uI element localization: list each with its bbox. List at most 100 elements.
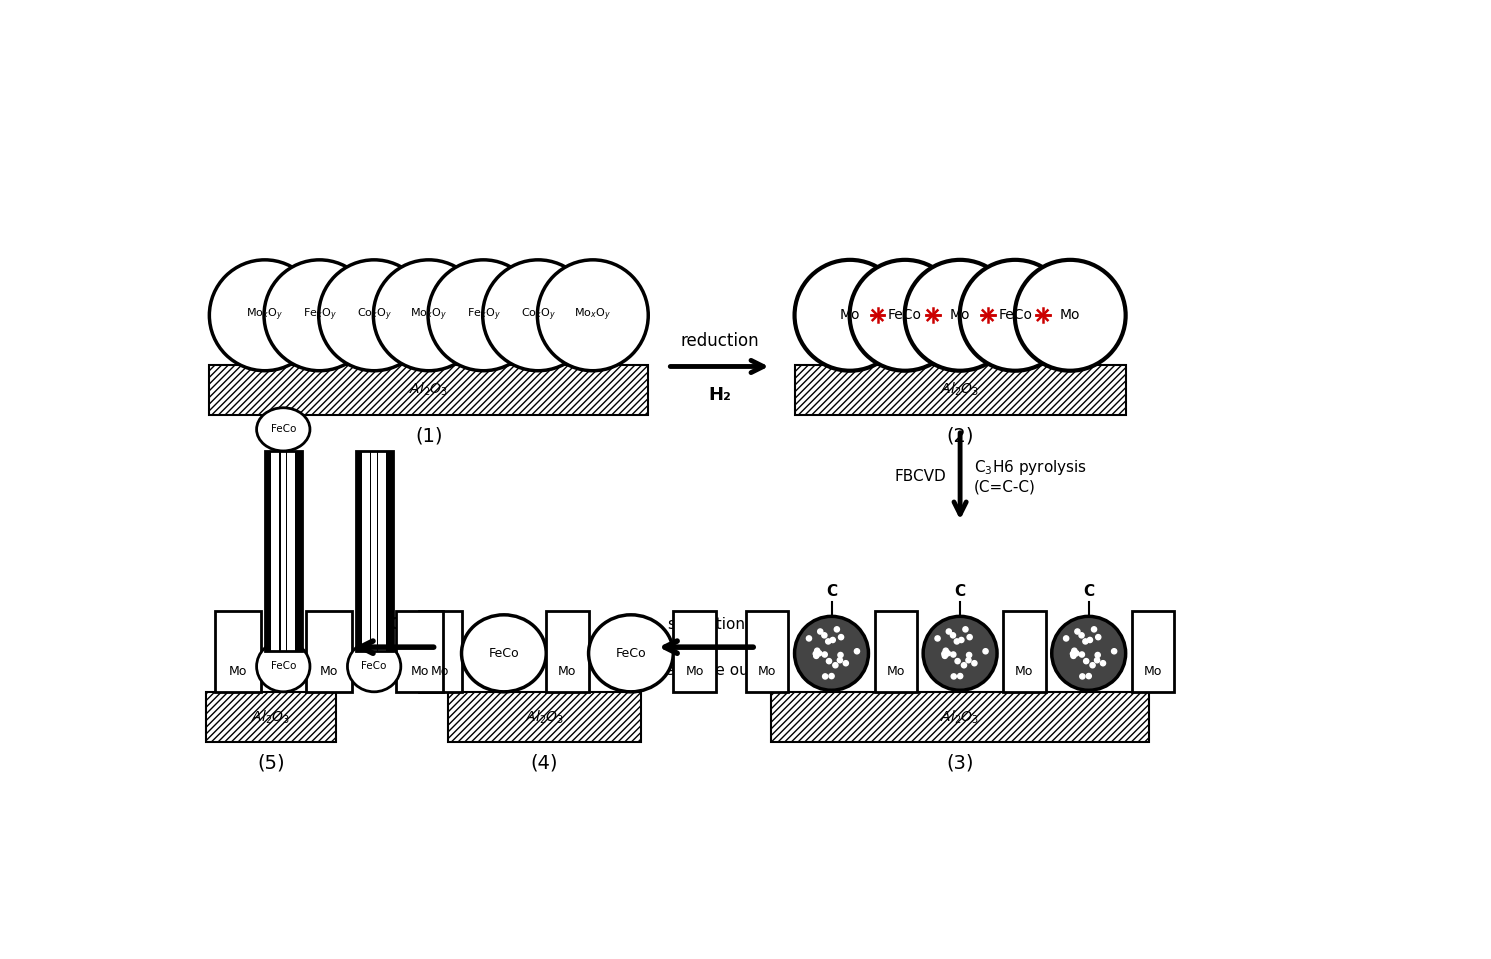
Text: Mo: Mo: [319, 666, 338, 678]
Circle shape: [972, 661, 977, 666]
Circle shape: [537, 260, 649, 371]
Text: reduction: reduction: [680, 332, 759, 349]
Circle shape: [1051, 617, 1126, 690]
Bar: [271, 451, 295, 651]
Circle shape: [954, 639, 959, 644]
Text: FeCo: FeCo: [489, 646, 519, 660]
Text: (2): (2): [947, 427, 974, 446]
Circle shape: [264, 260, 374, 371]
Text: C: C: [1082, 584, 1094, 599]
Text: (4): (4): [531, 754, 558, 773]
Bar: [356, 451, 392, 651]
Circle shape: [795, 260, 905, 371]
Text: FeCo: FeCo: [889, 308, 921, 322]
Circle shape: [1074, 651, 1079, 656]
Circle shape: [968, 635, 972, 640]
Circle shape: [829, 673, 833, 679]
Circle shape: [956, 659, 960, 664]
Circle shape: [945, 651, 950, 656]
Circle shape: [1079, 633, 1084, 638]
Bar: [265, 451, 301, 651]
Text: FeCo: FeCo: [270, 424, 295, 434]
Circle shape: [1094, 658, 1100, 663]
Text: Mo: Mo: [431, 666, 450, 678]
Text: Mo: Mo: [1015, 666, 1033, 678]
Text: Al$_2$O$_3$: Al$_2$O$_3$: [525, 708, 564, 726]
Circle shape: [966, 658, 971, 663]
Circle shape: [942, 651, 947, 656]
Circle shape: [963, 627, 968, 632]
Circle shape: [814, 653, 819, 659]
Text: C$_3$H6 pyrolysis
(C=C-C): C$_3$H6 pyrolysis (C=C-C): [974, 458, 1087, 495]
Bar: [265, 451, 301, 651]
Circle shape: [1085, 673, 1091, 679]
Circle shape: [830, 638, 835, 643]
Text: Al$_2$O$_3$: Al$_2$O$_3$: [409, 381, 449, 398]
Text: Mo$_x$O$_y$: Mo$_x$O$_y$: [246, 307, 283, 323]
Bar: [362, 451, 386, 651]
Bar: [397, 611, 443, 691]
Circle shape: [838, 635, 844, 640]
Circle shape: [1072, 648, 1077, 653]
Circle shape: [1079, 652, 1084, 657]
Text: FeCo: FeCo: [361, 662, 386, 671]
Text: MWCNTs: MWCNTs: [358, 617, 431, 632]
Ellipse shape: [347, 641, 401, 691]
Circle shape: [813, 651, 819, 656]
Text: Mo: Mo: [950, 308, 971, 322]
Text: C: C: [826, 584, 836, 599]
Text: FeCo: FeCo: [997, 308, 1032, 322]
Text: Al$_2$O$_3$: Al$_2$O$_3$: [941, 708, 980, 726]
Circle shape: [319, 260, 429, 371]
Circle shape: [795, 617, 868, 690]
Circle shape: [1087, 638, 1093, 643]
Circle shape: [1071, 651, 1075, 656]
Text: saturation: saturation: [666, 617, 746, 632]
Text: Mo: Mo: [757, 666, 777, 678]
Circle shape: [838, 652, 842, 658]
Circle shape: [942, 653, 947, 659]
Text: FeCo: FeCo: [270, 662, 295, 671]
Ellipse shape: [462, 615, 546, 691]
Circle shape: [962, 663, 966, 667]
Bar: [449, 691, 641, 742]
Circle shape: [835, 627, 839, 632]
Text: Mo: Mo: [887, 666, 905, 678]
Text: Mo$_x$O$_y$: Mo$_x$O$_y$: [410, 307, 447, 323]
Circle shape: [428, 260, 538, 371]
Bar: [674, 611, 716, 691]
Circle shape: [1071, 653, 1077, 659]
Text: Al$_2$O$_3$: Al$_2$O$_3$: [252, 708, 291, 726]
Bar: [356, 451, 392, 651]
Bar: [771, 691, 1148, 742]
Text: Mo: Mo: [839, 308, 860, 322]
Circle shape: [966, 652, 972, 658]
Circle shape: [905, 260, 1015, 371]
Circle shape: [1091, 627, 1097, 632]
Text: (5): (5): [256, 754, 285, 773]
Circle shape: [814, 648, 820, 653]
Circle shape: [951, 652, 956, 657]
Bar: [209, 364, 649, 414]
Text: Co$_x$O$_y$: Co$_x$O$_y$: [356, 307, 392, 323]
Bar: [306, 611, 352, 691]
Circle shape: [1079, 674, 1085, 679]
Circle shape: [983, 648, 989, 654]
Text: separate out: separate out: [658, 663, 754, 678]
Circle shape: [838, 658, 842, 663]
Circle shape: [947, 629, 951, 634]
Circle shape: [960, 260, 1071, 371]
Text: Mo: Mo: [1144, 666, 1161, 678]
Circle shape: [850, 260, 960, 371]
Text: Mo$_x$O$_y$: Mo$_x$O$_y$: [574, 307, 611, 323]
Circle shape: [1082, 639, 1088, 644]
Bar: [875, 611, 917, 691]
Circle shape: [826, 659, 832, 664]
Circle shape: [854, 648, 859, 654]
Ellipse shape: [256, 641, 310, 691]
Text: C: C: [954, 584, 966, 599]
Bar: [546, 611, 589, 691]
Bar: [1132, 611, 1173, 691]
Circle shape: [1063, 636, 1069, 641]
Circle shape: [826, 639, 830, 644]
